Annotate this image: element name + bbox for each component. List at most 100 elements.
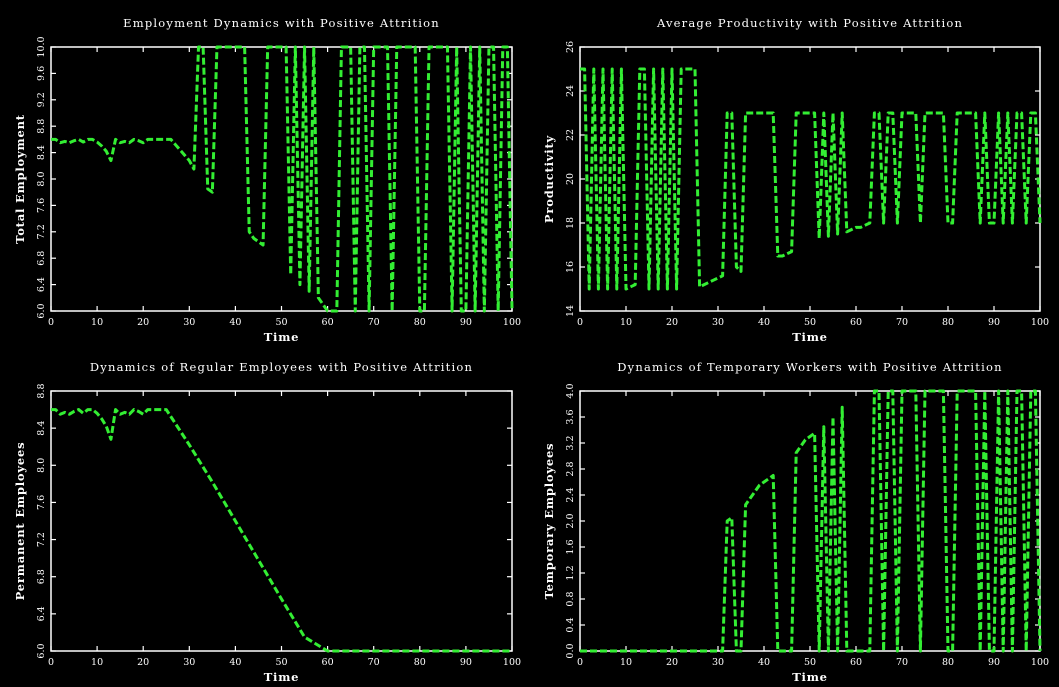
- x-tick-label: 0: [48, 657, 54, 668]
- y-tick-label: 10.0: [36, 36, 47, 57]
- x-tick-label: 80: [942, 317, 954, 328]
- chart-panel-regular: Dynamics of Regular Employees with Posit…: [13, 360, 521, 684]
- chart-panel-productivity: Average Productivity with Positive Attri…: [542, 16, 1049, 344]
- y-axis-label: Total Employment: [13, 114, 27, 244]
- chart-panel-temporary: Dynamics of Temporary Workers with Posit…: [542, 360, 1049, 684]
- y-tick-label: 22: [565, 129, 576, 141]
- x-tick-label: 100: [1031, 317, 1049, 328]
- chart-title: Average Productivity with Positive Attri…: [656, 16, 963, 30]
- y-tick-label: 9.6: [36, 66, 47, 81]
- x-tick-label: 10: [91, 317, 103, 328]
- x-tick-label: 60: [850, 657, 862, 668]
- x-tick-label: 70: [896, 317, 908, 328]
- x-tick-label: 50: [804, 657, 816, 668]
- y-tick-label: 2.4: [565, 487, 576, 502]
- y-tick-label: 6.4: [36, 606, 47, 621]
- x-tick-label: 50: [804, 317, 816, 328]
- x-axis-label: Time: [264, 670, 300, 684]
- x-tick-label: 60: [850, 317, 862, 328]
- x-tick-label: 40: [758, 317, 770, 328]
- x-tick-label: 10: [91, 657, 103, 668]
- x-tick-label: 10: [620, 317, 632, 328]
- y-tick-label: 26: [565, 41, 576, 53]
- x-tick-label: 90: [460, 657, 472, 668]
- x-axis-label: Time: [792, 670, 828, 684]
- x-tick-label: 60: [322, 657, 334, 668]
- x-tick-label: 0: [577, 657, 583, 668]
- x-tick-label: 40: [229, 657, 241, 668]
- plot-frame: [50, 46, 513, 312]
- y-tick-label: 3.2: [565, 435, 576, 450]
- x-tick-label: 90: [460, 317, 472, 328]
- y-tick-label: 2.8: [565, 461, 576, 476]
- y-tick-label: 8.4: [36, 145, 47, 160]
- y-tick-label: 4.0: [565, 383, 576, 398]
- chart-title: Employment Dynamics with Positive Attrit…: [123, 16, 440, 30]
- y-tick-label: 0.8: [565, 591, 576, 606]
- y-tick-label: 2.0: [565, 513, 576, 528]
- x-tick-label: 10: [620, 657, 632, 668]
- x-tick-label: 100: [1031, 657, 1049, 668]
- y-tick-label: 3.6: [565, 409, 576, 424]
- chart-title: Dynamics of Temporary Workers with Posit…: [617, 360, 1002, 374]
- y-tick-label: 6.0: [36, 303, 47, 318]
- y-tick-label: 7.2: [36, 224, 47, 239]
- y-tick-label: 0.0: [565, 643, 576, 658]
- y-tick-label: 16: [565, 261, 576, 273]
- series-line-0: [580, 67, 1042, 291]
- x-tick-label: 60: [322, 317, 334, 328]
- y-tick-label: 14: [565, 305, 576, 317]
- series-line-0: [51, 408, 512, 653]
- y-tick-label: 6.8: [36, 569, 47, 584]
- x-tick-label: 50: [275, 657, 287, 668]
- y-tick-label: 6.0: [36, 643, 47, 658]
- chart-title: Dynamics of Regular Employees with Posit…: [90, 360, 473, 374]
- x-tick-label: 30: [712, 657, 724, 668]
- series-line-0: [51, 45, 514, 313]
- x-tick-label: 20: [137, 317, 149, 328]
- x-tick-label: 0: [577, 317, 583, 328]
- y-axis-label: Permanent Employees: [13, 442, 27, 601]
- y-tick-label: 18: [565, 217, 576, 229]
- x-tick-label: 40: [229, 317, 241, 328]
- plot-frame: [579, 390, 1041, 652]
- x-axis-label: Time: [792, 330, 828, 344]
- x-tick-label: 70: [368, 317, 380, 328]
- x-tick-label: 90: [988, 317, 1000, 328]
- y-tick-label: 6.4: [36, 277, 47, 292]
- y-tick-label: 7.6: [36, 198, 47, 213]
- y-tick-label: 1.6: [565, 539, 576, 554]
- x-tick-label: 100: [503, 657, 521, 668]
- x-tick-label: 0: [48, 317, 54, 328]
- y-axis-label: Temporary Employees: [542, 443, 556, 600]
- y-tick-label: 6.8: [36, 251, 47, 266]
- chart-panel-employment: Employment Dynamics with Positive Attrit…: [13, 16, 521, 344]
- x-tick-label: 70: [368, 657, 380, 668]
- x-tick-label: 30: [183, 317, 195, 328]
- x-tick-label: 80: [414, 657, 426, 668]
- x-tick-label: 20: [137, 657, 149, 668]
- x-tick-label: 50: [275, 317, 287, 328]
- y-tick-label: 8.8: [36, 119, 47, 134]
- y-tick-label: 1.2: [565, 565, 576, 580]
- x-tick-label: 80: [414, 317, 426, 328]
- y-tick-label: 7.6: [36, 495, 47, 510]
- y-tick-label: 8.8: [36, 383, 47, 398]
- x-tick-label: 40: [758, 657, 770, 668]
- y-tick-label: 20: [565, 173, 576, 185]
- y-tick-label: 0.4: [565, 617, 576, 632]
- x-tick-label: 80: [942, 657, 954, 668]
- x-tick-label: 70: [896, 657, 908, 668]
- x-tick-label: 90: [988, 657, 1000, 668]
- x-tick-label: 20: [666, 657, 678, 668]
- y-axis-label: Productivity: [542, 135, 556, 223]
- y-tick-label: 8.0: [36, 171, 47, 186]
- series-line-0: [580, 389, 1042, 653]
- x-tick-label: 30: [712, 317, 724, 328]
- y-tick-label: 8.0: [36, 458, 47, 473]
- y-tick-label: 7.2: [36, 532, 47, 547]
- x-axis-label: Time: [264, 330, 300, 344]
- x-tick-label: 20: [666, 317, 678, 328]
- y-tick-label: 9.2: [36, 92, 47, 107]
